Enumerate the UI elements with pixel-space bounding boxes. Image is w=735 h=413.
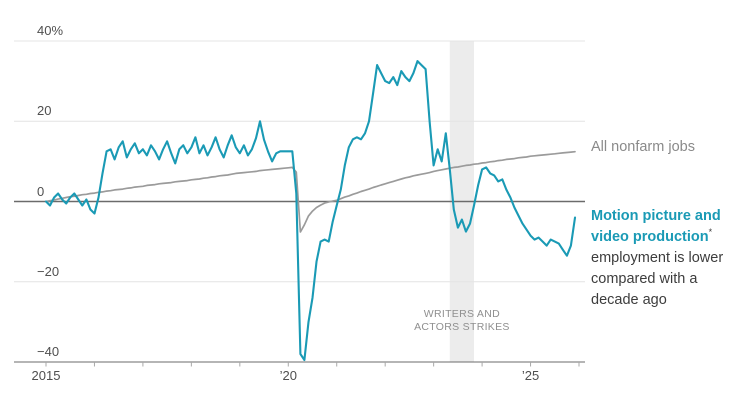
strike-band-label: WRITERS AND ACTORS STRIKES [414, 308, 510, 333]
series-line-motion-picture-and-video-production [44, 60, 577, 362]
y-tick-label: −40 [37, 344, 60, 359]
x-tick-label: ’25 [521, 368, 540, 383]
y-tick-label: 20 [37, 103, 52, 119]
motion-picture-annotation: Motion picture and video production* emp… [591, 206, 735, 311]
series-line-all-nonfarm-jobs [45, 150, 576, 233]
x-tick-label: ’20 [279, 368, 297, 383]
y-tick-label: −20 [37, 263, 60, 279]
nonfarm-series-label: All nonfarm jobs [591, 139, 695, 155]
motion-description: employment is lower compared with a deca… [591, 250, 724, 308]
motion-series-label: Motion picture and video production [591, 208, 721, 245]
y-tick-label: 40% [37, 23, 64, 38]
footnote-marker: * [708, 227, 713, 238]
x-tick-label: 2015 [31, 368, 61, 383]
y-tick-label: 0 [37, 183, 45, 199]
